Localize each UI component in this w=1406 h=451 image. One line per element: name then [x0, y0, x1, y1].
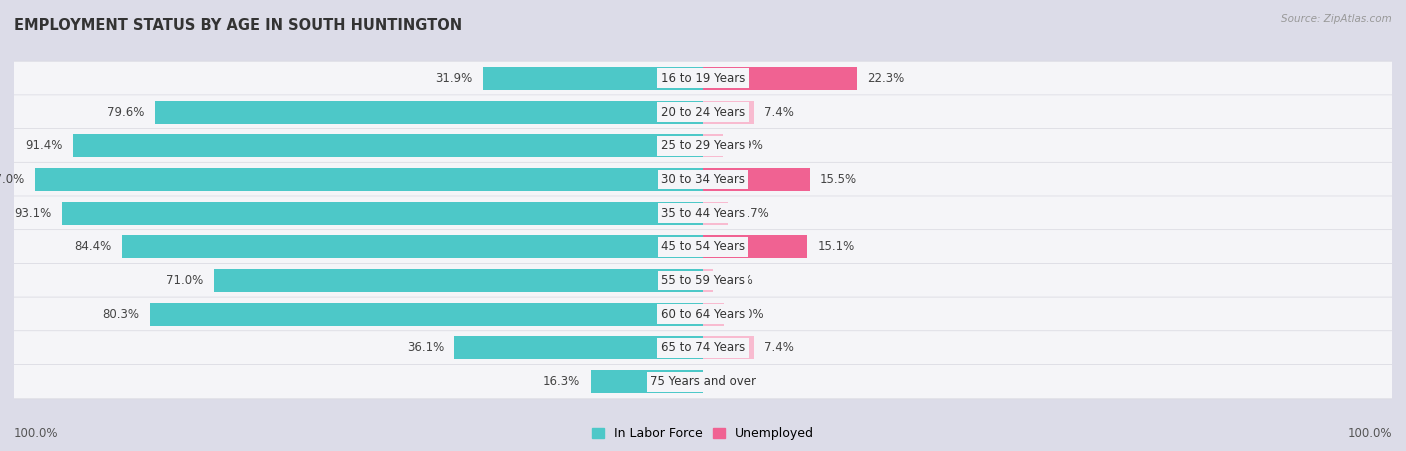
FancyBboxPatch shape [7, 196, 1399, 230]
Text: 20 to 24 Years: 20 to 24 Years [661, 106, 745, 119]
Bar [155, 101, 703, 124]
Bar [703, 336, 754, 359]
Bar [62, 202, 703, 225]
Bar [703, 202, 728, 225]
Bar [35, 168, 703, 191]
Text: 22.3%: 22.3% [868, 72, 904, 85]
Text: 80.3%: 80.3% [103, 308, 139, 321]
Text: Source: ZipAtlas.com: Source: ZipAtlas.com [1281, 14, 1392, 23]
Bar [73, 134, 703, 157]
FancyBboxPatch shape [7, 95, 1399, 129]
Bar [484, 67, 703, 90]
Legend: In Labor Force, Unemployed: In Labor Force, Unemployed [586, 423, 820, 446]
Bar [703, 101, 754, 124]
Text: 91.4%: 91.4% [25, 139, 63, 152]
Text: 30 to 34 Years: 30 to 34 Years [661, 173, 745, 186]
Text: 55 to 59 Years: 55 to 59 Years [661, 274, 745, 287]
Text: 7.4%: 7.4% [765, 106, 794, 119]
Text: 36.1%: 36.1% [406, 341, 444, 354]
Bar [214, 269, 703, 292]
Bar [150, 303, 703, 326]
Text: 97.0%: 97.0% [0, 173, 24, 186]
Text: 84.4%: 84.4% [75, 240, 111, 253]
Text: 100.0%: 100.0% [14, 427, 59, 440]
Bar [703, 303, 724, 326]
FancyBboxPatch shape [7, 331, 1399, 365]
Bar [703, 168, 810, 191]
Text: 0.0%: 0.0% [713, 375, 742, 388]
Text: 15.1%: 15.1% [817, 240, 855, 253]
FancyBboxPatch shape [7, 129, 1399, 163]
Text: 25 to 29 Years: 25 to 29 Years [661, 139, 745, 152]
Text: EMPLOYMENT STATUS BY AGE IN SOUTH HUNTINGTON: EMPLOYMENT STATUS BY AGE IN SOUTH HUNTIN… [14, 18, 463, 33]
Text: 45 to 54 Years: 45 to 54 Years [661, 240, 745, 253]
FancyBboxPatch shape [7, 61, 1399, 96]
Text: 31.9%: 31.9% [436, 72, 472, 85]
Text: 3.7%: 3.7% [738, 207, 769, 220]
Text: 35 to 44 Years: 35 to 44 Years [661, 207, 745, 220]
Bar [703, 67, 856, 90]
FancyBboxPatch shape [7, 297, 1399, 331]
Text: 1.5%: 1.5% [724, 274, 754, 287]
Bar [591, 370, 703, 393]
Text: 93.1%: 93.1% [14, 207, 51, 220]
Text: 100.0%: 100.0% [1347, 427, 1392, 440]
FancyBboxPatch shape [7, 162, 1399, 197]
Text: 16 to 19 Years: 16 to 19 Years [661, 72, 745, 85]
Text: 3.0%: 3.0% [734, 308, 763, 321]
Text: 2.9%: 2.9% [734, 139, 763, 152]
Text: 7.4%: 7.4% [765, 341, 794, 354]
FancyBboxPatch shape [7, 263, 1399, 298]
Text: 60 to 64 Years: 60 to 64 Years [661, 308, 745, 321]
Bar [454, 336, 703, 359]
Text: 79.6%: 79.6% [107, 106, 145, 119]
Text: 65 to 74 Years: 65 to 74 Years [661, 341, 745, 354]
Text: 15.5%: 15.5% [820, 173, 858, 186]
Bar [703, 134, 723, 157]
FancyBboxPatch shape [7, 230, 1399, 264]
Bar [703, 235, 807, 258]
Text: 75 Years and over: 75 Years and over [650, 375, 756, 388]
Bar [121, 235, 703, 258]
Text: 16.3%: 16.3% [543, 375, 581, 388]
FancyBboxPatch shape [7, 364, 1399, 399]
Text: 71.0%: 71.0% [166, 274, 204, 287]
Bar [703, 269, 713, 292]
